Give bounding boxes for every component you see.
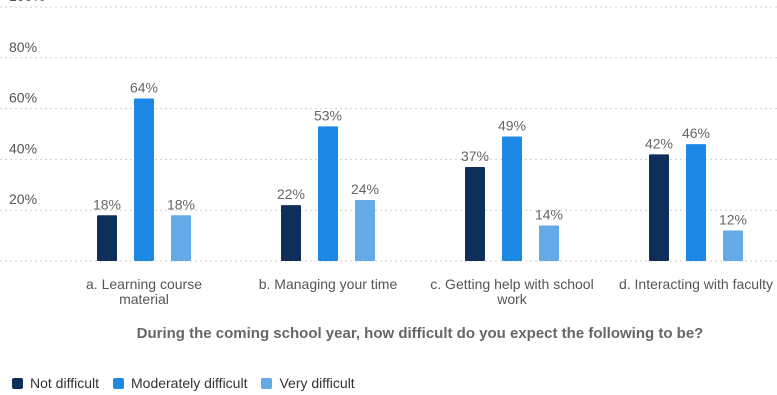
legend-swatch (113, 377, 124, 389)
x-tick-label: a. Learning course material (86, 276, 202, 307)
data-label: 64% (130, 79, 158, 95)
bar[interactable] (281, 205, 301, 261)
x-tick-label: c. Getting help with school work (430, 276, 593, 307)
data-label: 18% (167, 196, 195, 212)
bar[interactable] (318, 126, 338, 261)
data-label: 37% (461, 148, 489, 164)
data-label: 14% (535, 206, 563, 222)
y-tick-label: 20% (9, 191, 37, 207)
y-axis: 20% 40% 60% 80% 100% (9, 0, 45, 207)
legend: Not difficult Moderately difficult Very … (12, 375, 369, 391)
bar[interactable] (686, 144, 706, 261)
legend-swatch (261, 377, 273, 389)
bar[interactable] (723, 230, 743, 261)
legend-label: Very difficult (279, 375, 355, 391)
legend-item-moderately-difficult[interactable]: Moderately difficult (113, 375, 247, 391)
data-label: 22% (277, 186, 305, 202)
data-label: 18% (93, 196, 121, 212)
data-label: 53% (314, 107, 342, 123)
x-axis-title: During the coming school year, how diffi… (137, 325, 704, 342)
legend-label: Not difficult (30, 375, 99, 391)
bar[interactable] (465, 167, 485, 261)
data-label: 49% (498, 118, 526, 134)
bar[interactable] (134, 98, 154, 261)
data-label: 24% (351, 181, 379, 197)
x-tick-label: b. Managing your time (259, 276, 398, 292)
legend-item-very-difficult[interactable]: Very difficult (261, 375, 355, 391)
data-label: 46% (682, 125, 710, 141)
bar[interactable] (649, 154, 669, 261)
data-label: 12% (719, 212, 747, 228)
bar[interactable] (539, 225, 559, 261)
y-tick-label: 60% (9, 90, 37, 106)
data-labels: 18% 22% 37% 42% 64% 53% 49% 46% 18% 24% 14% 12% (93, 79, 747, 227)
legend-swatch (12, 377, 23, 389)
x-tick-label: d. Interacting with faculty (619, 276, 773, 292)
bar[interactable] (355, 200, 375, 261)
y-tick-label: 80% (9, 39, 37, 55)
y-tick-label: 100% (9, 0, 45, 4)
legend-item-not-difficult[interactable]: Not difficult (12, 375, 99, 391)
bar[interactable] (97, 215, 117, 261)
x-axis: a. Learning course material b. Managing yo… (86, 276, 773, 307)
y-tick-label: 40% (9, 140, 37, 156)
bar[interactable] (502, 136, 522, 261)
bar-chart: 20% 40% 60% 80% 100% 18% 22% 37% 42% 64% 53% 49% 46… (0, 0, 777, 342)
bar[interactable] (171, 215, 191, 261)
data-label: 42% (645, 135, 673, 151)
legend-label: Moderately difficult (131, 375, 248, 391)
bars (97, 98, 743, 261)
